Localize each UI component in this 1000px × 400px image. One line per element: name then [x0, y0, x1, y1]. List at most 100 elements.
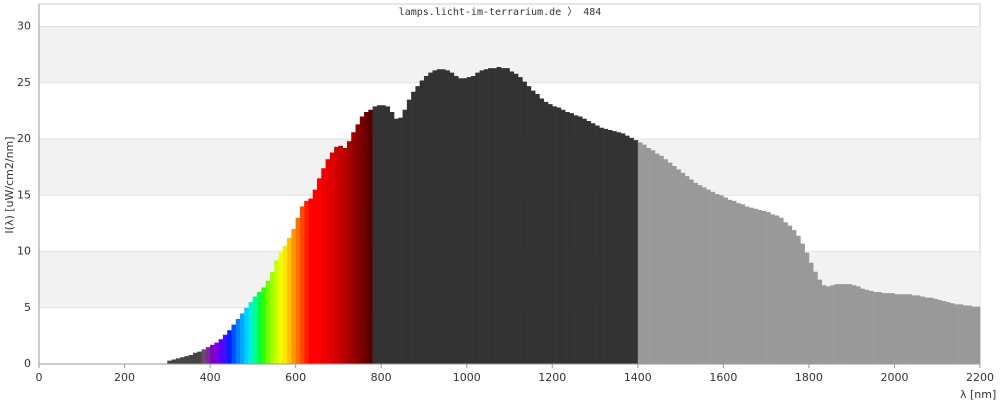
spectrum-strip [714, 194, 720, 364]
x-tick-label: 400 [200, 371, 221, 384]
spectrum-strip [522, 81, 527, 364]
spectrum-strip [834, 284, 840, 364]
spectrum-strip [697, 185, 703, 364]
spectrum-strip [441, 69, 446, 364]
spectrum-strip [265, 280, 271, 364]
spectrum-strip [248, 302, 254, 364]
spectrum-strip [915, 295, 921, 364]
spectrum-strip [911, 295, 917, 364]
spectrum-strip [359, 116, 365, 364]
spectrum-strip [325, 159, 331, 364]
spectrum-strip [582, 118, 587, 364]
spectrum-strip [744, 206, 750, 364]
spectrum-strip [342, 148, 348, 364]
spectrum-strip [257, 292, 262, 364]
spectrum-strip [175, 358, 181, 364]
spectrum-strip [432, 70, 438, 364]
spectrum-strip [770, 214, 775, 364]
spectrum-strip [975, 306, 981, 364]
spectrum-strip [877, 292, 882, 364]
spectrum-strip [701, 187, 707, 364]
spectrum-strip [667, 162, 673, 364]
spectrum-strip [458, 78, 463, 364]
chart-title: lamps.licht-im-terrarium.de 〉 484 [399, 6, 602, 18]
spectrum-strip [565, 112, 570, 364]
spectrum-strip [436, 69, 442, 364]
spectrum-strip [937, 299, 942, 364]
spectrum-strip [560, 109, 566, 364]
spectrum-strip [453, 76, 459, 364]
spectrum-strip [518, 77, 523, 364]
spectrum-strip [513, 73, 519, 364]
y-tick-label: 10 [17, 245, 31, 258]
spectrum-strip [890, 293, 895, 364]
spectrum-strip [471, 76, 476, 364]
spectrum-strip [543, 101, 549, 364]
spectrum-strip [864, 289, 870, 364]
spectrum-strip [620, 133, 626, 364]
spectrum-strip [308, 198, 314, 364]
spectrum-strip [843, 284, 848, 364]
x-tick-label: 200 [114, 371, 135, 384]
spectrum-strip [500, 68, 506, 364]
spectrum-strip [808, 262, 814, 364]
spectrum-strip [907, 294, 912, 364]
spectrum-strip [466, 77, 472, 364]
spectrum-strip [201, 349, 207, 364]
spectrum-strip [749, 207, 754, 364]
spectrum-strip [659, 155, 664, 364]
spectrum-strip [599, 127, 604, 364]
spectrum-strip [282, 245, 288, 364]
spectrum-strip [547, 104, 553, 364]
spectrum-strip [672, 166, 677, 364]
spectrum-strip [334, 146, 339, 364]
spectrum-strip [368, 109, 373, 364]
spectrum-strip [167, 360, 172, 364]
spectrum-strip [569, 113, 574, 364]
spectrum-strip [261, 287, 266, 364]
spectrum-strip [706, 189, 711, 364]
spectrum-strip [689, 179, 694, 364]
spectrum-strip [723, 197, 728, 364]
spectrum-strip [287, 238, 292, 364]
spectrum-strip [346, 141, 352, 364]
spectrum-strip [783, 222, 788, 364]
spectrum-strip [637, 142, 643, 364]
spectrum-strip [903, 294, 908, 364]
spectrum-strip [244, 307, 249, 364]
spectrum-strip [590, 123, 596, 364]
spectrum-strip [240, 313, 245, 364]
x-tick-label: 1600 [709, 371, 737, 384]
spectrum-strip [757, 209, 763, 364]
spectrum-strip [505, 68, 510, 364]
spectrum-strip [800, 243, 805, 364]
spectrum-strip [338, 145, 343, 364]
spectrum-strip [813, 271, 818, 364]
spectrum-strip [381, 105, 386, 364]
spectrum-strip [556, 107, 562, 364]
spectrum-strip [740, 204, 746, 364]
spectrum-strip [710, 191, 716, 364]
spectrum-strip [894, 294, 900, 364]
x-tick-label: 1800 [795, 371, 823, 384]
spectrum-strip [830, 285, 835, 364]
spectrum-strip [774, 215, 780, 364]
spectrum-strip [509, 71, 515, 364]
spectrum-strip [950, 303, 955, 364]
spectrum-strip [873, 292, 878, 364]
spectrum-strip [727, 199, 733, 364]
spectrum-strip [428, 72, 433, 364]
spectrum-strip [210, 344, 215, 364]
spectrum-strip [646, 148, 651, 364]
y-tick-label: 0 [24, 357, 31, 370]
spectrum-strip [317, 178, 322, 364]
spectrum-strip [924, 297, 929, 364]
spectrum-strip [252, 296, 258, 364]
spectrum-strip [881, 293, 887, 364]
spectrum-strip [954, 304, 959, 364]
x-tick-label: 1200 [538, 371, 566, 384]
y-tick-label: 15 [17, 188, 31, 201]
x-axis-label: λ [nm] [960, 388, 996, 400]
spectrum-strip [663, 159, 669, 364]
x-tick-label: 600 [285, 371, 306, 384]
